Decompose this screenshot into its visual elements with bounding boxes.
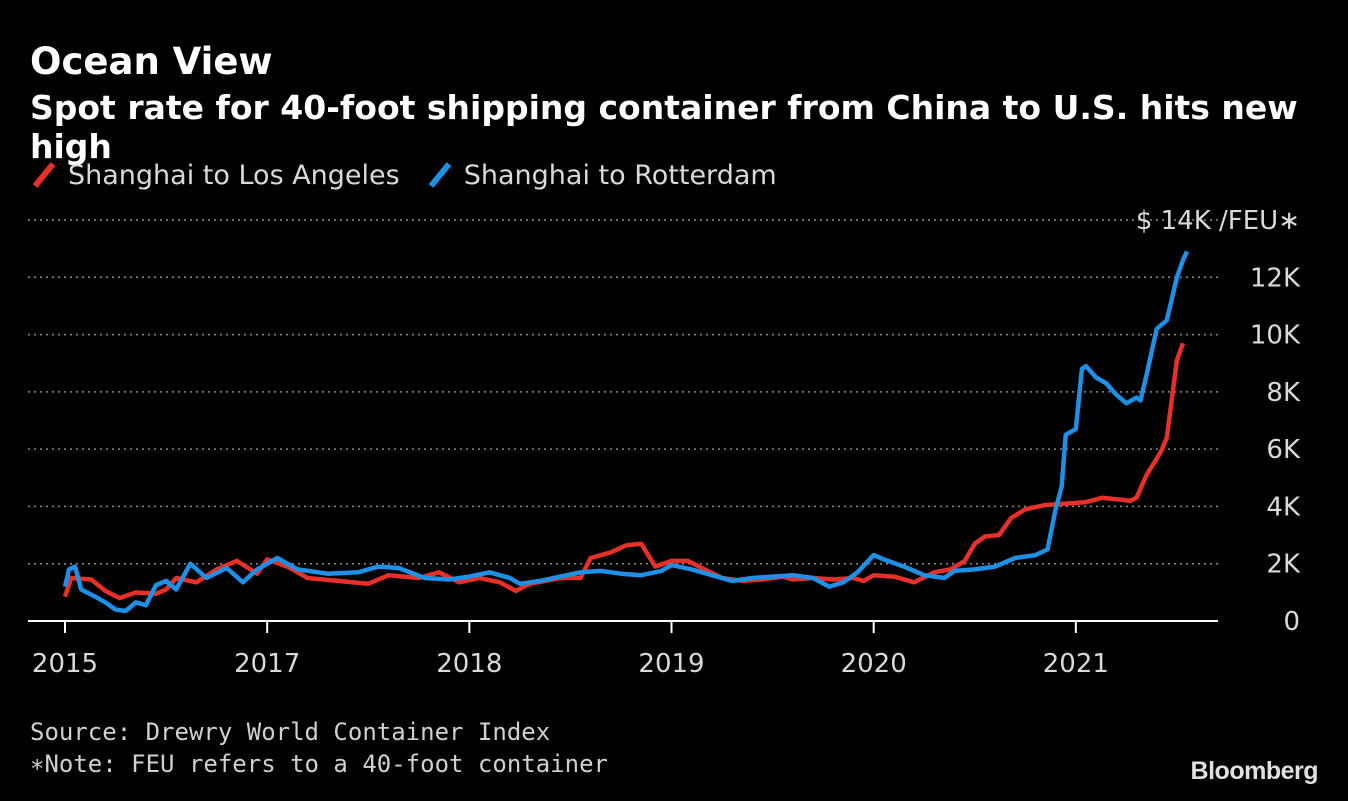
x-tick-label: 2015: [32, 649, 98, 679]
x-tick-label: 2019: [638, 649, 704, 679]
x-axis: 2015 2017 2018 2019 2020 2021: [32, 621, 1109, 679]
chart-title: Ocean View: [30, 40, 273, 83]
source-text: Source: Drewry World Container Index: [30, 718, 551, 746]
y-tick-label: $ 14K /FEU∗: [1136, 206, 1300, 236]
y-tick-label: 6K: [1266, 435, 1301, 465]
y-tick-label: 8K: [1266, 378, 1301, 408]
chart-subtitle: Spot rate for 40-foot shipping container…: [30, 88, 1298, 166]
legend-label-los-angeles: Shanghai to Los Angeles: [68, 159, 400, 191]
legend: Shanghai to Los Angeles Shanghai to Rott…: [30, 157, 803, 193]
legend-swatch-rotterdam: [428, 162, 452, 188]
series-lines: [62, 250, 1190, 614]
y-tick-label: 2K: [1266, 550, 1301, 580]
gridlines: [28, 219, 1218, 622]
legend-label-rotterdam: Shanghai to Rotterdam: [463, 159, 777, 191]
y-axis: 0 2K 4K 6K 8K 10K 12K $ 14K /FEU∗: [1136, 206, 1301, 637]
series-line-rotterdam: [62, 250, 1190, 614]
x-tick-label: 2020: [841, 649, 907, 679]
legend-item-rotterdam: Shanghai to Rotterdam: [426, 160, 777, 191]
y-tick-label: 12K: [1250, 263, 1301, 293]
series-line-los-angeles: [62, 342, 1186, 601]
legend-item-los-angeles: Shanghai to Los Angeles: [30, 160, 400, 191]
note-text: ∗Note: FEU refers to a 40-foot container: [30, 750, 608, 778]
y-tick-label: 4K: [1266, 492, 1301, 522]
x-tick-label: 2018: [436, 649, 502, 679]
x-tick-label: 2017: [234, 649, 300, 679]
y-tick-label: 10K: [1250, 321, 1301, 351]
footer-notes: Source: Drewry World Container Index ∗No…: [30, 716, 608, 780]
x-tick-label: 2021: [1043, 649, 1109, 679]
y-tick-label: 0: [1283, 607, 1300, 637]
bloomberg-logo: Bloomberg: [1190, 757, 1319, 785]
legend-swatch-los-angeles: [32, 162, 56, 188]
